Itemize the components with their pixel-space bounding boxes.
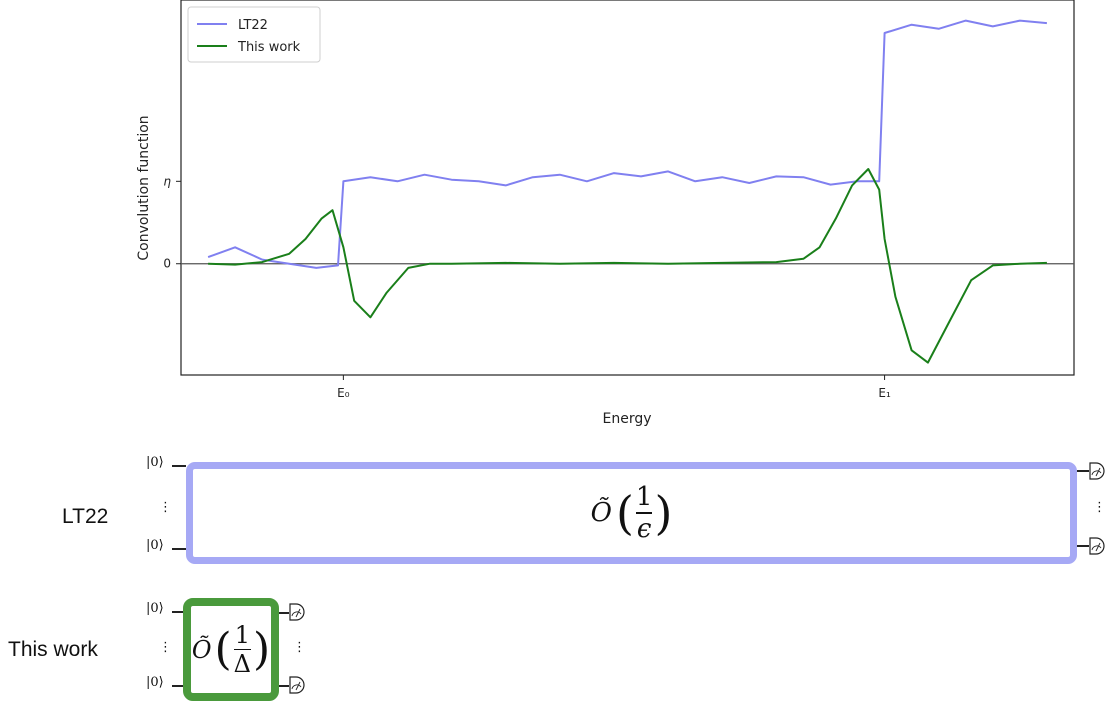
y-tick-label: η (163, 174, 171, 188)
fraction: 1 Δ (233, 620, 252, 679)
legend-label-this-work: This work (237, 40, 301, 55)
convolution-chart: E₀ E₁ η 0 Energy Convolution function LT22 … (136, 0, 1075, 427)
vdots: ⋮ (159, 500, 172, 515)
plot-frame (180, 0, 1075, 376)
output-wire (1077, 545, 1089, 547)
left-paren: ( (615, 486, 634, 540)
input-wire (172, 465, 186, 467)
legend: LT22 This work (187, 6, 321, 63)
ket-top: |0⟩ (146, 601, 164, 616)
x-tick-label: E₁ (878, 386, 891, 400)
output-wire (279, 612, 289, 614)
input-wire (172, 548, 186, 550)
input-wire (172, 611, 183, 613)
series-line-this-work (208, 168, 1047, 364)
x-axis-label: Energy (602, 411, 651, 427)
numerator: 1 (234, 620, 250, 649)
denominator: Δ (233, 650, 252, 679)
legend-box (187, 6, 321, 63)
series-line-lt22 (207, 19, 1047, 269)
vdots: ⋮ (293, 640, 306, 655)
complexity-block: Õ ( 1 ϵ ) (186, 462, 1077, 564)
complexity-block: Õ ( 1 Δ ) (183, 598, 279, 701)
numerator: 1 (635, 482, 653, 513)
legend-label-lt22: LT22 (238, 18, 268, 33)
y-axis-label: Convolution function (136, 115, 152, 260)
ket-bottom: |0⟩ (146, 675, 164, 690)
ket-top: |0⟩ (146, 455, 164, 470)
measurement-icon (289, 676, 305, 694)
input-wire (172, 685, 183, 687)
right-paren: ) (654, 486, 673, 540)
series-layer (181, 19, 1074, 364)
measurement-icon (1089, 537, 1105, 555)
output-wire (279, 685, 289, 687)
denominator: ϵ (636, 513, 652, 544)
circuit-label: LT22 (62, 505, 109, 528)
circuit-label: This work (8, 638, 98, 661)
vdots: ⋮ (159, 640, 172, 655)
left-paren: ( (214, 624, 232, 675)
right-paren: ) (253, 624, 271, 675)
complexity-symbol: Õ (191, 635, 212, 664)
measurement-icon (289, 603, 305, 621)
x-tick-label: E₀ (337, 386, 350, 400)
ket-bottom: |0⟩ (146, 538, 164, 553)
fraction: 1 ϵ (635, 482, 653, 544)
measurement-icon (1089, 462, 1105, 480)
y-tick-label: 0 (163, 257, 171, 271)
tick-layer: E₀ E₁ η 0 (163, 174, 891, 400)
fraction-bar (233, 648, 252, 651)
complexity-symbol: Õ (590, 498, 612, 528)
vdots: ⋮ (1093, 500, 1106, 515)
fraction-bar (635, 512, 653, 514)
complexity-expression: Õ ( 1 Δ ) (192, 621, 270, 679)
output-wire (1077, 470, 1089, 472)
complexity-expression: Õ ( 1 ϵ ) (591, 482, 673, 544)
